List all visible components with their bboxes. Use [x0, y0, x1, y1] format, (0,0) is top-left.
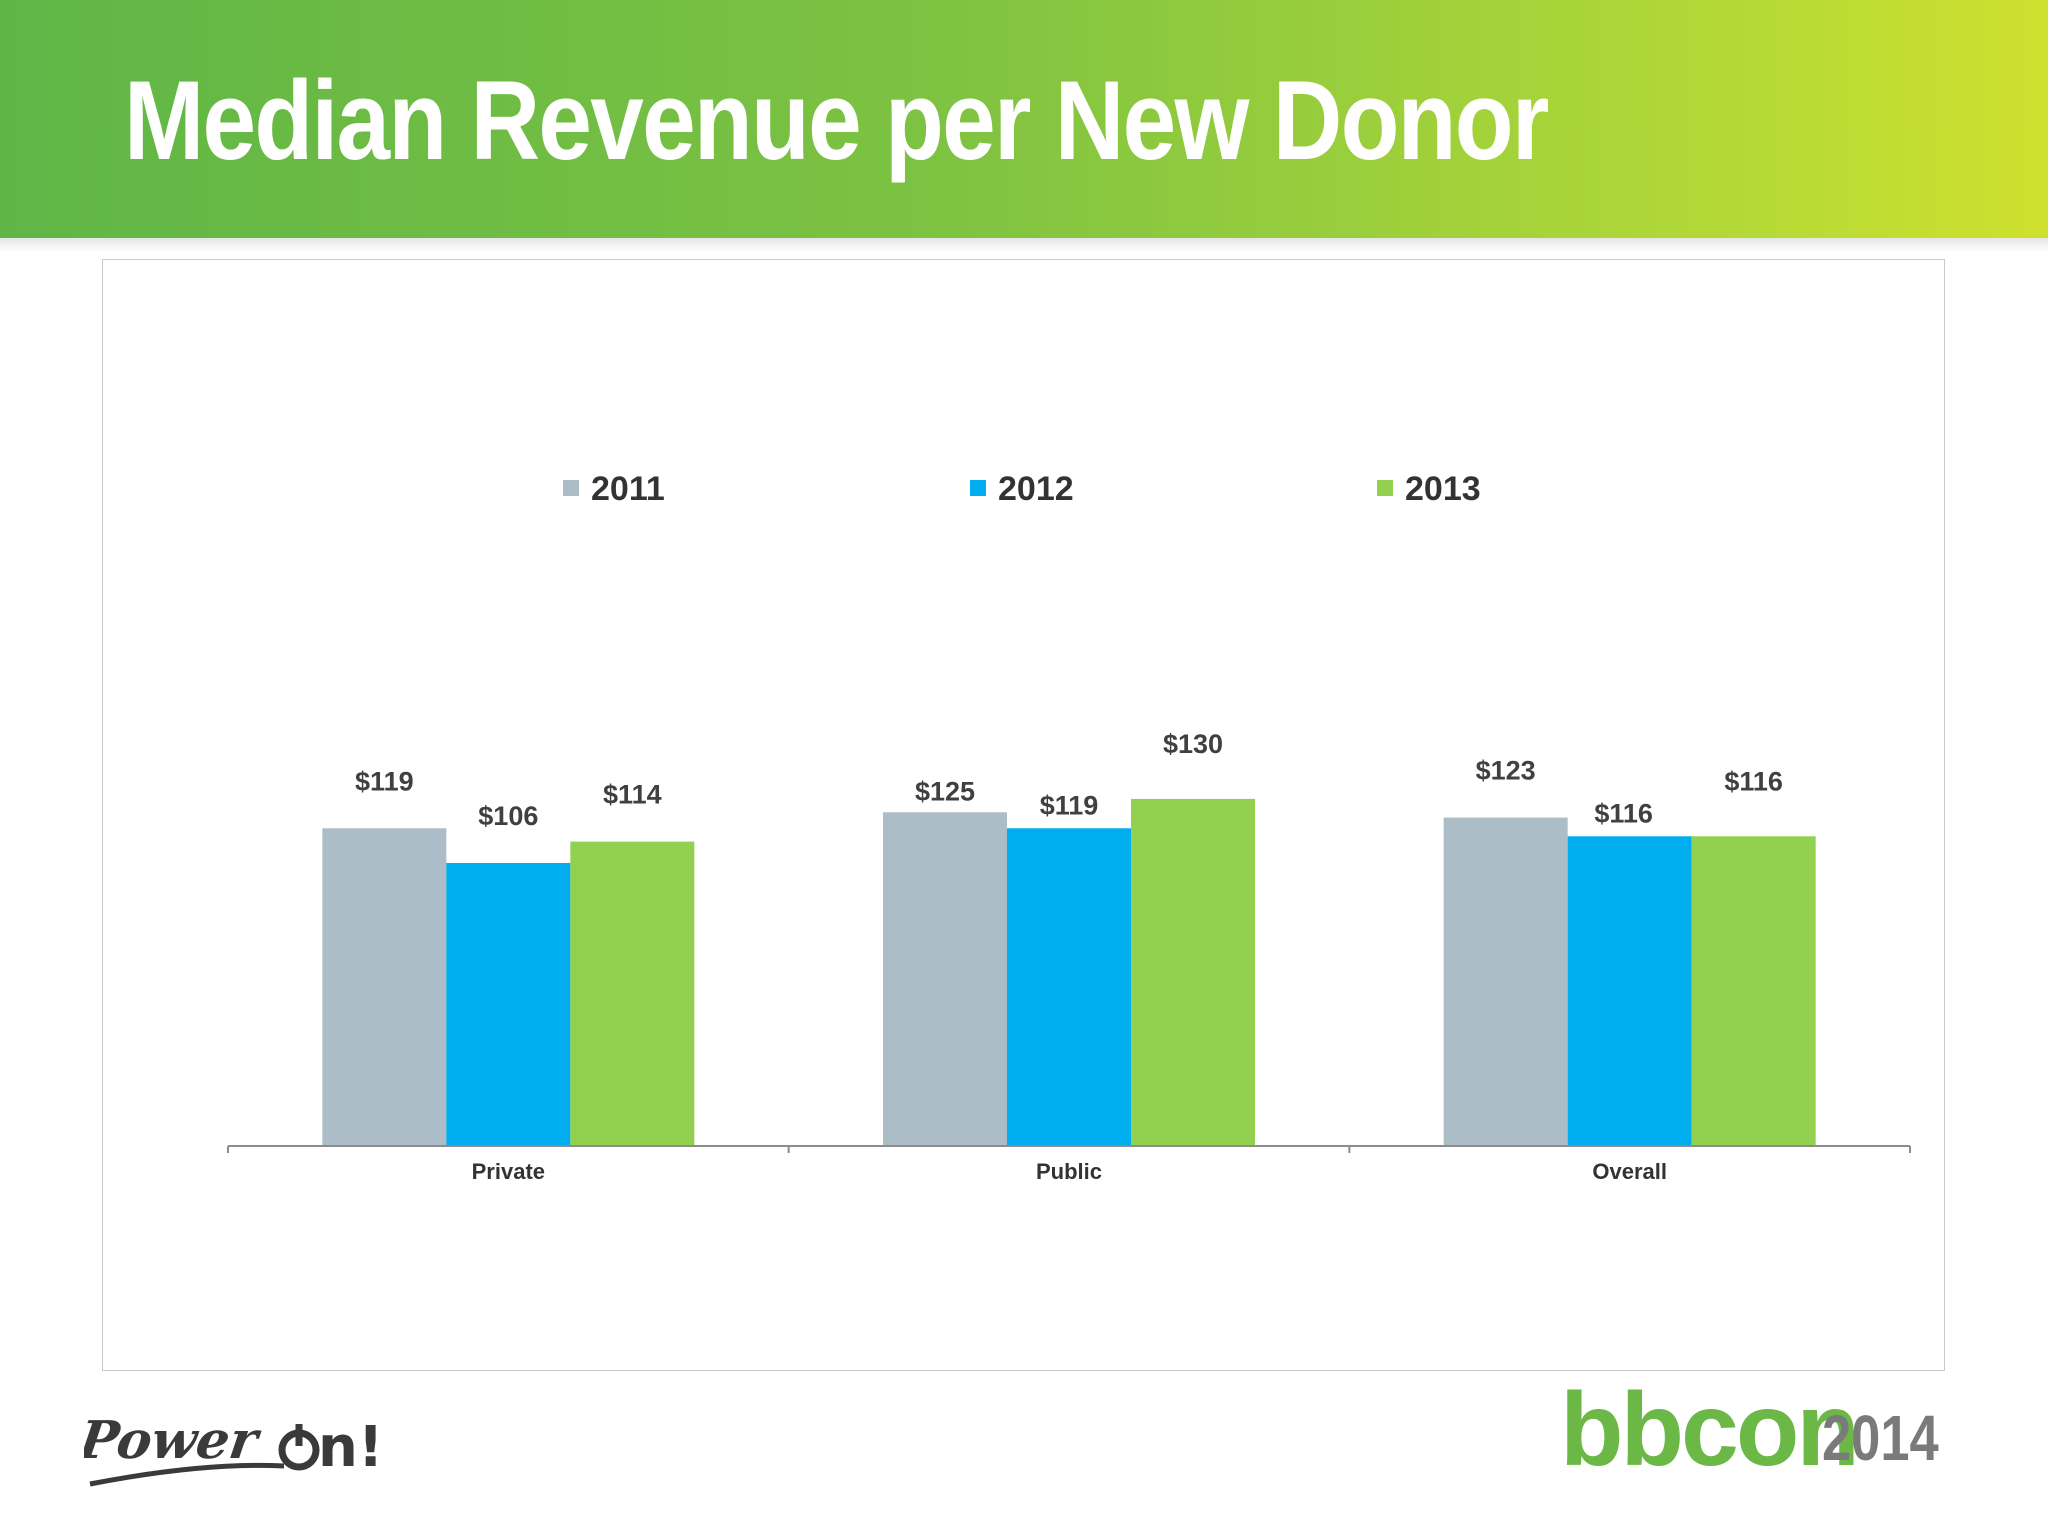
bar-2011-public: [883, 812, 1007, 1146]
bbcon-wordmark: bbcon: [1560, 1372, 1860, 1488]
value-label-2011-private: $119: [355, 766, 414, 796]
bbcon-2014-logo: bbcon 2014: [1560, 1378, 1970, 1488]
svg-text:Power: Power: [84, 1410, 265, 1471]
value-label-2013-private: $114: [603, 780, 662, 810]
chart-bars: [322, 798, 1816, 1146]
value-label-2013-public: $130: [1163, 729, 1223, 759]
bar-2013-private: [570, 841, 695, 1146]
legend-swatch-2012: [970, 480, 986, 496]
slide-title: Median Revenue per New Donor: [124, 58, 1549, 183]
bar-2013-public: [1131, 798, 1255, 1146]
legend-label-2013: 2013: [1405, 470, 1481, 508]
chart-legend: 2011 2012 2013: [563, 470, 1481, 508]
chart-x-axis: Private Public Overall: [227, 1145, 1911, 1184]
value-label-2011-overall: $123: [1476, 756, 1536, 786]
bar-chart: 2011 2012 2013 $119 $106 $114 $125 $119 $130 $12…: [227, 470, 1911, 1184]
category-label-overall: Overall: [1592, 1159, 1667, 1184]
bbcon-year: 2014: [1822, 1402, 1939, 1474]
chart-value-labels: $119 $106 $114 $125 $119 $130 $123 $116 $116: [355, 729, 1783, 831]
category-label-private: Private: [472, 1159, 545, 1184]
legend-swatch-2011: [563, 480, 579, 496]
value-label-2013-overall: $116: [1724, 766, 1783, 796]
legend-swatch-2013: [1377, 480, 1393, 496]
value-label-2012-overall: $116: [1594, 798, 1653, 828]
power-on-logo: Power n!: [73, 1380, 414, 1500]
legend-label-2011: 2011: [591, 470, 665, 508]
category-label-public: Public: [1036, 1159, 1102, 1184]
bar-2012-public: [1007, 828, 1131, 1146]
bar-2012-private: [446, 862, 571, 1146]
chart-frame: 2011 2012 2013 $119 $106 $114 $125 $119 $130 $12…: [102, 259, 1945, 1371]
svg-text:n!: n!: [318, 1415, 383, 1480]
bar-2011-private: [322, 828, 447, 1146]
title-banner: Median Revenue per New Donor: [0, 0, 2048, 238]
legend-label-2012: 2012: [998, 470, 1074, 508]
bar-2012-overall: [1567, 836, 1692, 1146]
banner-shadow: [0, 238, 2048, 252]
bar-2013-overall: [1691, 836, 1816, 1146]
value-label-2011-public: $125: [915, 776, 975, 806]
value-label-2012-private: $106: [478, 801, 538, 831]
bar-2011-overall: [1443, 817, 1568, 1146]
value-label-2012-public: $119: [1040, 790, 1099, 820]
